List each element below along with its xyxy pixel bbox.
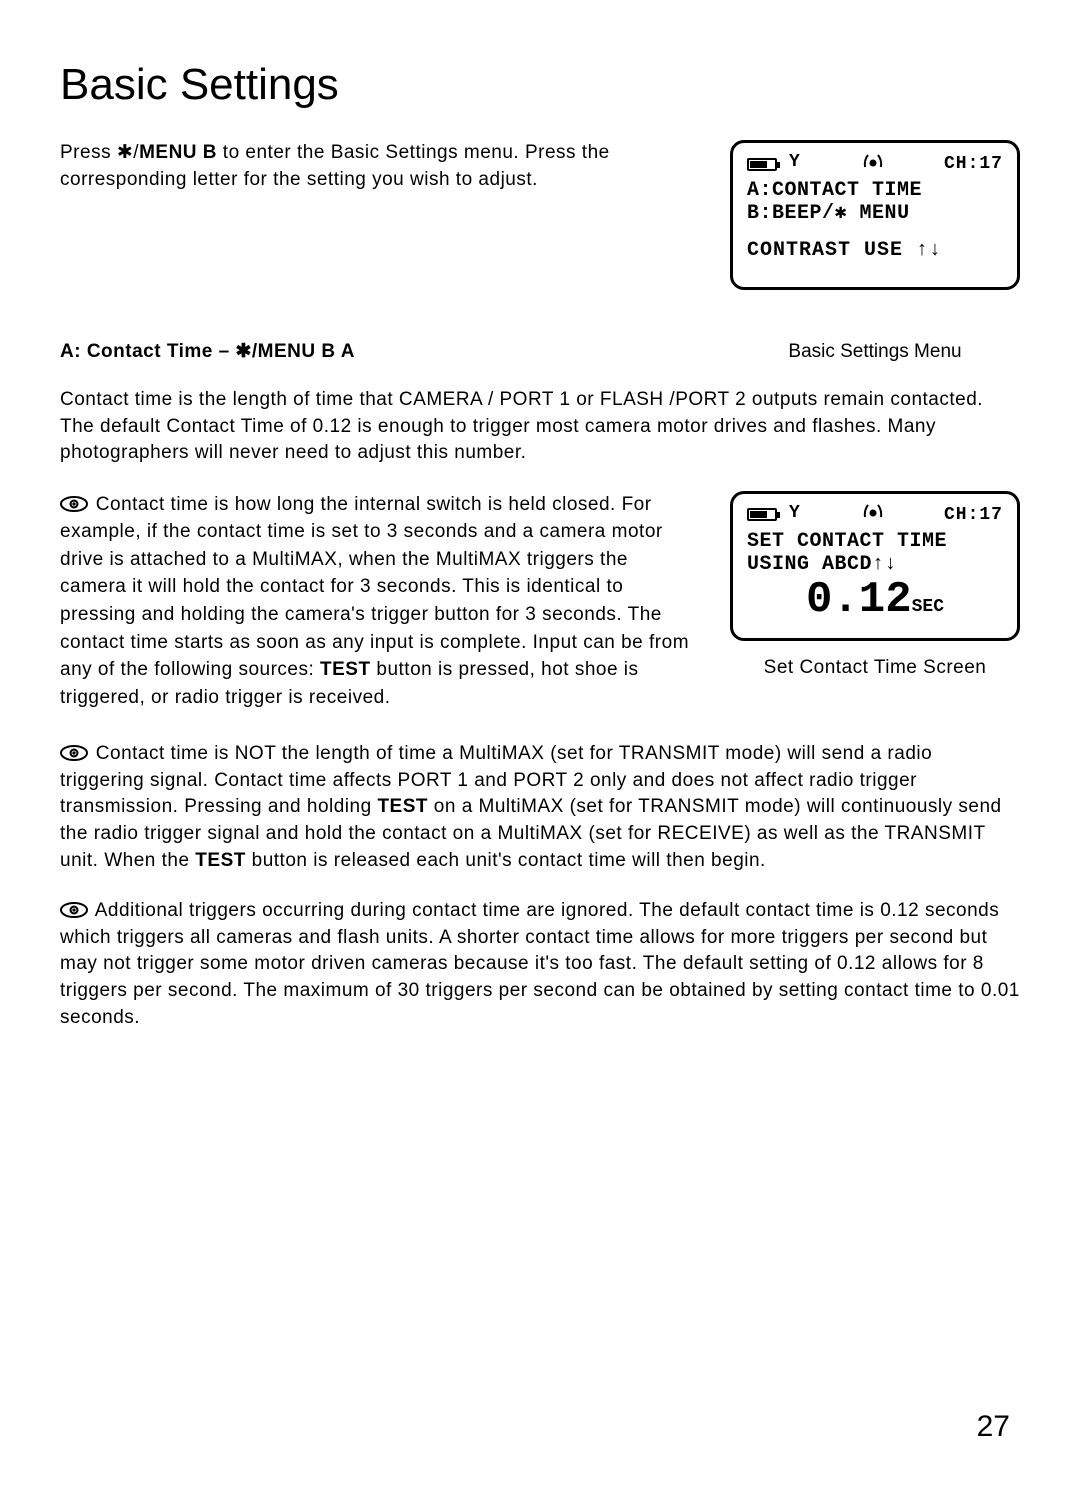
page-number: 27 [977,1410,1010,1444]
lcd2-big-unit: SEC [912,597,944,617]
eye-icon [60,743,88,759]
section-a-menu: MENU B A [258,341,355,362]
intro-text-a: Press [60,142,117,163]
radio-icon [862,503,884,521]
page-title: Basic Settings [60,60,1020,110]
lcd2-channel: CH:17 [944,505,1003,525]
lcd2-caption: Set Contact Time Screen [730,657,1020,679]
paragraph-1: Contact time is the length of time that … [60,387,1020,467]
intro-menu-b: MENU B [139,142,217,163]
section-a-star: ✱/ [235,341,257,362]
lcd2-big-value: 0.12 [806,575,912,625]
note-3: Additional triggers occurring during con… [60,898,1020,1031]
intro-row: Press ✱/MENU B to enter the Basic Settin… [60,140,1020,290]
lcd-line-b: B:BEEP/✱ MENU [747,202,1003,225]
lcd-line-a: A:CONTACT TIME [747,179,1003,202]
note3-text: Additional triggers occurring during con… [60,900,1020,1027]
battery-icon [747,508,777,521]
note1-a: Contact time is how long the internal sw… [60,494,689,680]
note2-test1: TEST [377,796,428,817]
lcd-channel: CH:17 [944,154,1003,174]
eye-icon [60,900,88,916]
section-a-header: A: Contact Time – ✱/MENU B A [60,340,355,363]
note2-e: button is released each unit's contact t… [246,850,766,871]
intro-star: ✱/ [117,142,139,163]
lcd-basic-settings: Y CH:17 A:CONTACT TIME B:BEEP/✱ MENU CON… [730,140,1020,290]
radio-icon [862,153,884,171]
note-2: Contact time is NOT the length of time a… [60,741,1020,874]
lcd2-line-b: USING ABCD↑↓ [747,553,1003,576]
lcd-contrast-line: CONTRAST USE ↑↓ [747,239,1003,262]
note2-test2: TEST [195,850,246,871]
lcd2-statusbar: Y CH:17 [747,504,1003,526]
antenna-icon: Y [789,155,803,173]
intro-text: Press ✱/MENU B to enter the Basic Settin… [60,140,690,290]
note1-test: TEST [320,659,371,680]
lcd2-value: 0.12SEC [747,578,1003,622]
eye-icon [60,493,88,509]
lcd1-caption: Basic Settings Menu [730,341,1020,363]
antenna-icon: Y [789,506,803,524]
section-a-dash: – [213,341,236,362]
lcd-contact-time: Y CH:17 SET CONTACT TIME USING ABCD↑↓ 0.… [730,491,1020,641]
note-1: Contact time is how long the internal sw… [60,491,690,711]
battery-icon [747,158,777,171]
section-a-label: A: Contact Time [60,341,213,362]
lcd-statusbar: Y CH:17 [747,153,1003,175]
lcd2-line-a: SET CONTACT TIME [747,530,1003,553]
section-a-header-row: A: Contact Time – ✱/MENU B A Basic Setti… [60,340,1020,387]
